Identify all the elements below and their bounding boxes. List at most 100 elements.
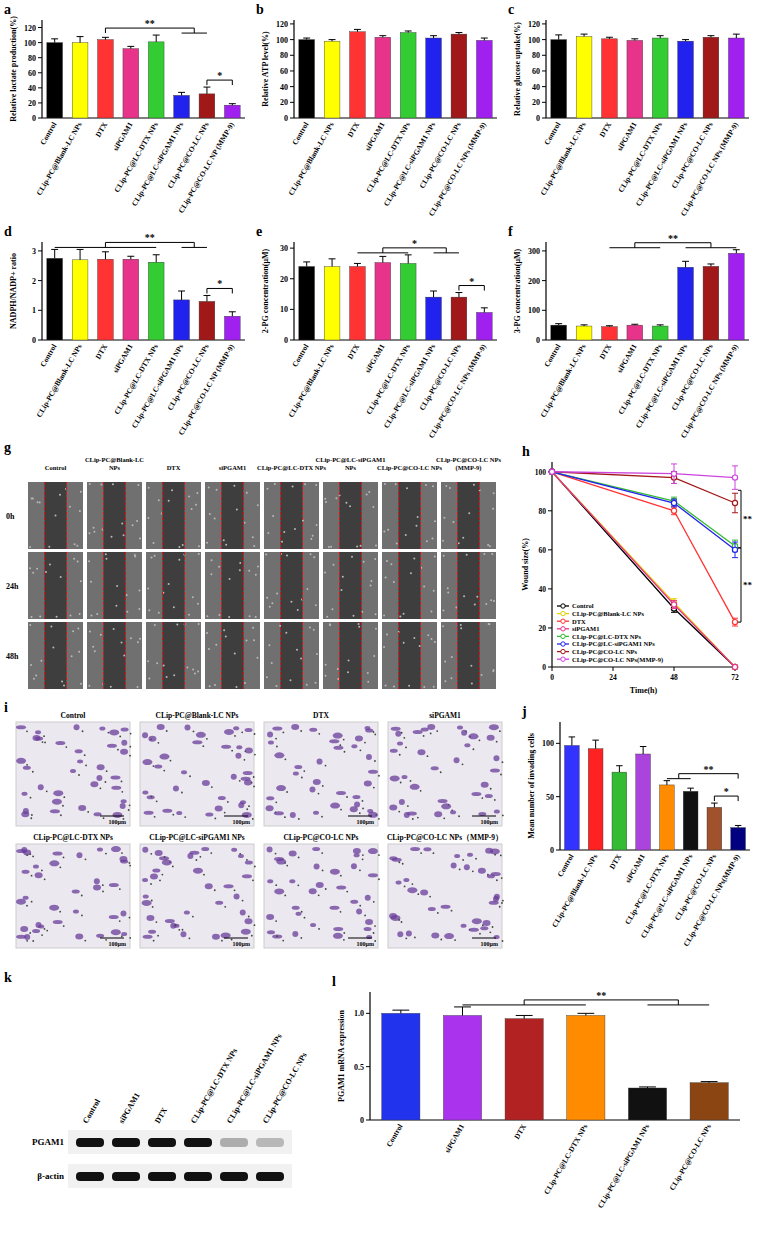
pore: [275, 738, 277, 740]
pore: [195, 859, 197, 861]
x-tick: [552, 667, 553, 671]
cell: [397, 931, 403, 937]
error-bar: [569, 737, 575, 746]
texture: [383, 646, 385, 648]
cell: [53, 851, 63, 855]
label-line: CLip-PC@LC-DTX NPs: [33, 833, 113, 842]
significance-bracket: [357, 248, 459, 253]
pore: [192, 916, 194, 918]
y-axis-label: Mean number of invading cells: [527, 733, 536, 839]
series-line: [552, 472, 735, 667]
pore: [121, 935, 123, 937]
micrograph: [140, 844, 254, 948]
cell: [192, 740, 202, 744]
cell: [267, 930, 275, 934]
pore: [105, 853, 107, 855]
texture: [186, 667, 188, 669]
texture: [69, 615, 71, 617]
x-tick-label: 48: [670, 673, 678, 682]
cell: [184, 911, 190, 915]
texture: [351, 556, 353, 558]
cell: [417, 749, 425, 755]
texture: [154, 624, 156, 626]
cell: [464, 743, 470, 747]
bar: [375, 263, 391, 340]
x-tick-label: CLip-PC@Blank-LC NPs: [286, 342, 335, 418]
y-tick: [290, 55, 294, 56]
bar: [576, 36, 592, 118]
plot-area: [299, 29, 492, 118]
texture: [192, 596, 194, 598]
pore: [26, 764, 28, 766]
pore: [500, 855, 502, 857]
cell: [330, 803, 340, 809]
pore: [321, 816, 323, 818]
cell: [78, 805, 86, 811]
significance-bracket: [738, 490, 741, 548]
pore: [239, 780, 241, 782]
cell: [467, 853, 473, 857]
wound-edge: [361, 482, 362, 549]
lane-label: CLip-PC@CO-LC NPs: [261, 1051, 309, 1125]
pore: [301, 911, 303, 913]
cell: [333, 933, 343, 939]
pore: [502, 761, 504, 763]
marker: [549, 469, 554, 474]
pore: [202, 745, 204, 747]
pore: [286, 865, 288, 867]
texture: [433, 686, 435, 688]
marker: [549, 469, 554, 474]
texture: [393, 581, 395, 583]
error-bar: [203, 295, 210, 301]
texture: [399, 616, 401, 618]
texture: [90, 615, 92, 617]
pore: [234, 735, 236, 737]
texture: [292, 486, 294, 488]
y-tick-label: 1.0: [354, 1009, 364, 1018]
bar: [627, 325, 643, 340]
x-axis: [370, 1119, 740, 1120]
bar: [451, 34, 467, 118]
texture: [33, 678, 35, 680]
cell: [148, 736, 156, 742]
cell: [478, 812, 486, 816]
error-bar: [657, 36, 664, 38]
bar: [382, 1013, 420, 1120]
error-bar: [555, 35, 562, 40]
texture: [375, 613, 377, 615]
y-tick: [366, 1120, 370, 1121]
pore: [224, 812, 226, 814]
error-bar: [329, 40, 336, 42]
pore: [41, 870, 43, 872]
pore: [252, 879, 254, 881]
x-tick-label: CLip-PC@LC-DTX NPs: [112, 342, 160, 416]
texture: [173, 606, 175, 608]
texture: [386, 634, 388, 636]
band: [112, 1172, 140, 1181]
bar: [505, 1019, 543, 1120]
cell: [107, 744, 117, 748]
cell: [75, 749, 83, 753]
column-label: Control: [45, 464, 67, 471]
error-bar: [77, 37, 84, 43]
pore: [29, 932, 31, 934]
scale-bar-label: 100μm: [481, 819, 498, 825]
pore: [318, 733, 320, 735]
plot-area: [551, 250, 744, 340]
cell: [396, 880, 402, 884]
cell: [431, 766, 439, 770]
marker: [549, 469, 554, 474]
panel-j: j050100Mean number of invading cellsCont…: [521, 704, 750, 948]
cell: [333, 733, 343, 739]
texture: [188, 614, 190, 616]
significance-bracket: [738, 548, 741, 622]
error-bar: [671, 464, 677, 484]
y-tick: [290, 70, 294, 71]
texture: [137, 686, 139, 688]
cell: [457, 725, 463, 729]
texture: [337, 678, 339, 680]
legend-label: CLip-PC@CO-LC NPs: [572, 648, 638, 655]
pore: [129, 865, 131, 867]
texture: [105, 553, 107, 555]
micrograph: [441, 552, 496, 619]
